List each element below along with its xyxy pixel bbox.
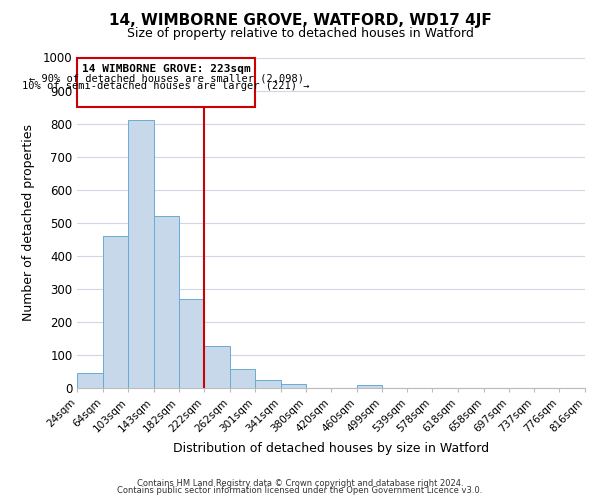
Text: ← 90% of detached houses are smaller (2,098): ← 90% of detached houses are smaller (2,…: [29, 73, 304, 83]
Text: 14, WIMBORNE GROVE, WATFORD, WD17 4JF: 14, WIMBORNE GROVE, WATFORD, WD17 4JF: [109, 12, 491, 28]
Text: 10% of semi-detached houses are larger (221) →: 10% of semi-detached houses are larger (…: [22, 82, 310, 92]
Text: Contains HM Land Registry data © Crown copyright and database right 2024.: Contains HM Land Registry data © Crown c…: [137, 478, 463, 488]
Bar: [357, 385, 382, 388]
Bar: [255, 380, 281, 388]
Bar: [230, 368, 255, 388]
Bar: [154, 216, 179, 388]
Bar: [77, 372, 103, 388]
Y-axis label: Number of detached properties: Number of detached properties: [22, 124, 35, 321]
Text: Size of property relative to detached houses in Watford: Size of property relative to detached ho…: [127, 28, 473, 40]
Bar: [128, 120, 154, 388]
X-axis label: Distribution of detached houses by size in Watford: Distribution of detached houses by size …: [173, 442, 489, 455]
FancyBboxPatch shape: [77, 58, 255, 107]
Text: 14 WIMBORNE GROVE: 223sqm: 14 WIMBORNE GROVE: 223sqm: [82, 64, 251, 74]
Bar: [179, 298, 205, 388]
Bar: [281, 384, 305, 388]
Bar: [103, 236, 128, 388]
Text: Contains public sector information licensed under the Open Government Licence v3: Contains public sector information licen…: [118, 486, 482, 495]
Bar: [205, 346, 230, 388]
